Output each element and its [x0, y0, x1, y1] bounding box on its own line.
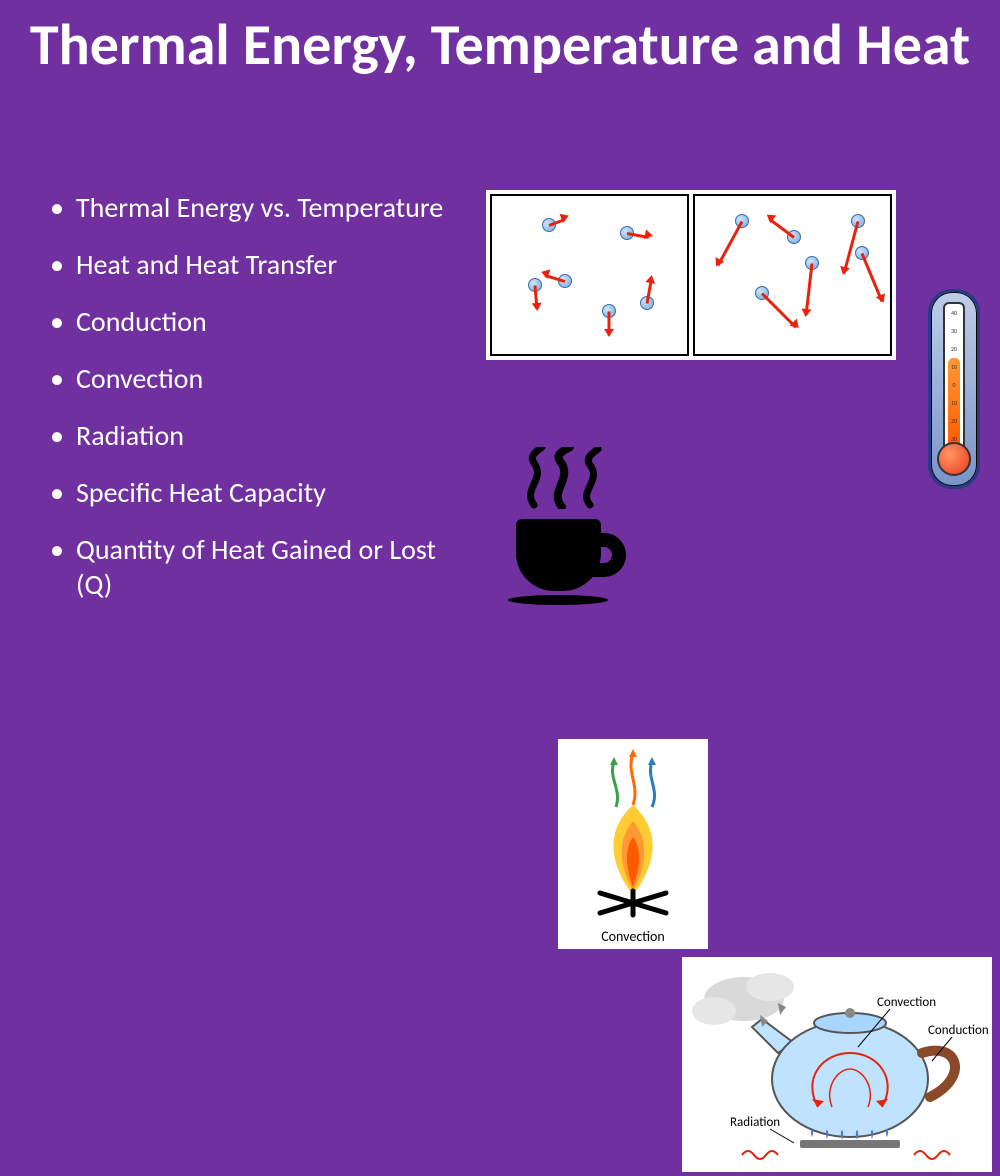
coffee-cup-icon — [508, 455, 628, 605]
list-item: Convection — [42, 361, 472, 396]
slide-title: Thermal Energy, Temperature and Heat — [0, 0, 1000, 77]
bullet-list: Thermal Energy vs. Temperature Heat and … — [42, 190, 472, 624]
list-item: Heat and Heat Transfer — [42, 247, 472, 282]
cold-particles-box — [490, 194, 689, 356]
hot-particles-box — [693, 194, 892, 356]
list-item: Radiation — [42, 418, 472, 453]
thermometer-icon: 40 30 20 10 0 10 20 30 — [928, 289, 980, 489]
kettle-conduction-label: Conduction — [928, 1023, 989, 1038]
list-item: Conduction — [42, 304, 472, 339]
kettle-convection-label: Convection — [877, 995, 936, 1010]
kettle-radiation-label: Radiation — [730, 1115, 780, 1130]
list-item: Specific Heat Capacity — [42, 475, 472, 510]
list-item: Quantity of Heat Gained or Lost (Q) — [42, 532, 472, 602]
particle-motion-diagram — [486, 190, 896, 360]
kettle-heat-transfer-graphic: Convection Conduction Radiation — [682, 957, 992, 1172]
list-item: Thermal Energy vs. Temperature — [42, 190, 472, 225]
fire-label: Convection — [558, 928, 708, 945]
fire-convection-graphic: Convection — [558, 739, 708, 949]
